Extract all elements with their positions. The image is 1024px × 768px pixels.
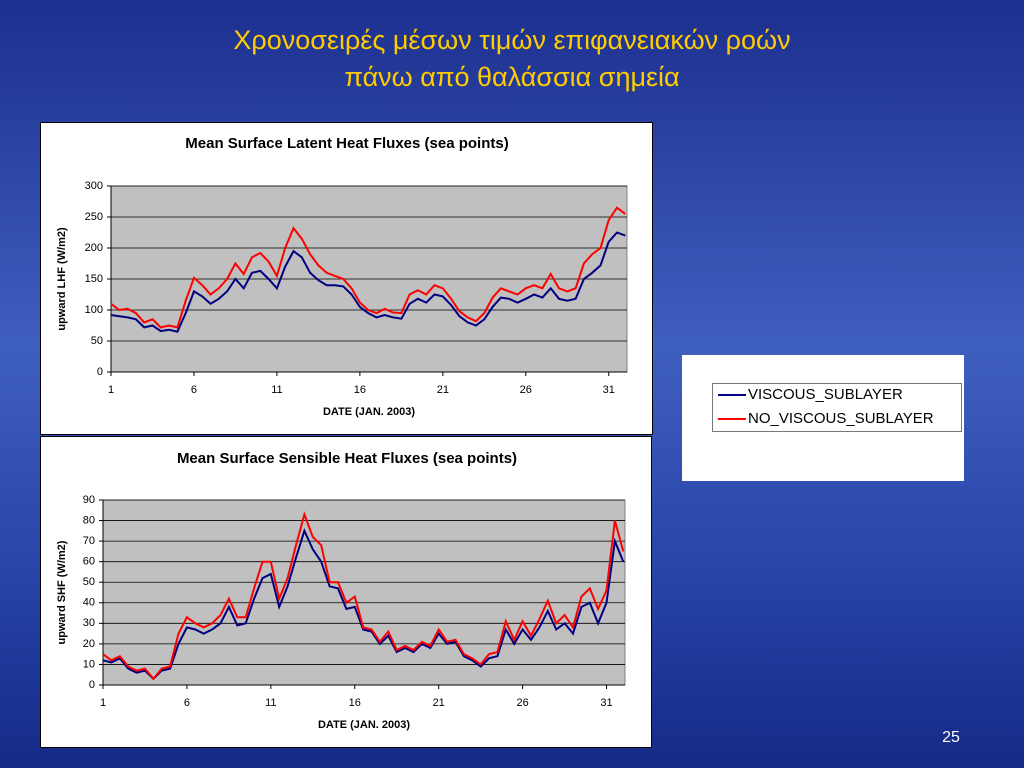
x-tick-label: 21 <box>437 384 449 396</box>
series-line <box>110 231 626 333</box>
y-tick-label: 40 <box>83 597 95 609</box>
x-tick-label: 21 <box>433 697 445 709</box>
y-tick-label: 80 <box>83 514 95 526</box>
y-tick-label: 30 <box>83 617 95 629</box>
y-tick-label: 300 <box>85 180 103 192</box>
x-tick-label: 16 <box>349 697 361 709</box>
legend-label: VISCOUS_SUBLAYER <box>748 386 903 403</box>
legend <box>712 383 962 432</box>
x-tick-label: 31 <box>603 384 615 396</box>
x-tick-label: 26 <box>520 384 532 396</box>
chart-title: Mean Surface Latent Heat Fluxes (sea poi… <box>185 135 508 152</box>
x-axis-label: DATE (JAN. 2003) <box>318 719 410 731</box>
y-axis-label: upward LHF (W/m2) <box>56 227 68 331</box>
series-line <box>102 528 625 681</box>
slide-title: πάνω από θαλάσσια σημεία <box>344 62 679 92</box>
y-tick-label: 20 <box>83 638 95 650</box>
slide-number: 25 <box>942 729 960 746</box>
x-tick-label: 16 <box>354 384 366 396</box>
y-tick-label: 60 <box>83 556 95 568</box>
x-tick-label: 26 <box>516 697 528 709</box>
y-axis-label: upward SHF (W/m2) <box>56 540 68 644</box>
y-tick-label: 200 <box>85 242 103 254</box>
x-axis-label: DATE (JAN. 2003) <box>323 406 415 418</box>
y-tick-label: 250 <box>85 211 103 223</box>
x-tick-label: 6 <box>184 697 190 709</box>
series-line <box>110 206 626 329</box>
y-tick-label: 10 <box>83 658 95 670</box>
y-tick-label: 100 <box>85 304 103 316</box>
x-tick-label: 6 <box>191 384 197 396</box>
series-line <box>102 511 625 681</box>
y-tick-label: 50 <box>91 335 103 347</box>
plot-area <box>102 499 626 686</box>
x-tick-label: 11 <box>265 697 276 709</box>
chart-title: Mean Surface Sensible Heat Fluxes (sea p… <box>177 450 517 467</box>
x-tick-label: 1 <box>108 384 114 396</box>
x-tick-label: 11 <box>271 384 282 396</box>
x-tick-label: 31 <box>600 697 612 709</box>
y-tick-label: 0 <box>97 366 103 378</box>
y-tick-label: 50 <box>83 576 95 588</box>
y-tick-label: 70 <box>83 535 95 547</box>
y-tick-label: 90 <box>83 494 95 506</box>
x-tick-label: 1 <box>100 697 106 709</box>
slide-title: Χρονοσειρές μέσων τιμών επιφανειακών ροώ… <box>233 25 790 55</box>
y-tick-label: 0 <box>89 679 95 691</box>
legend-label: NO_VISCOUS_SUBLAYER <box>748 410 934 427</box>
y-tick-label: 150 <box>85 273 103 285</box>
